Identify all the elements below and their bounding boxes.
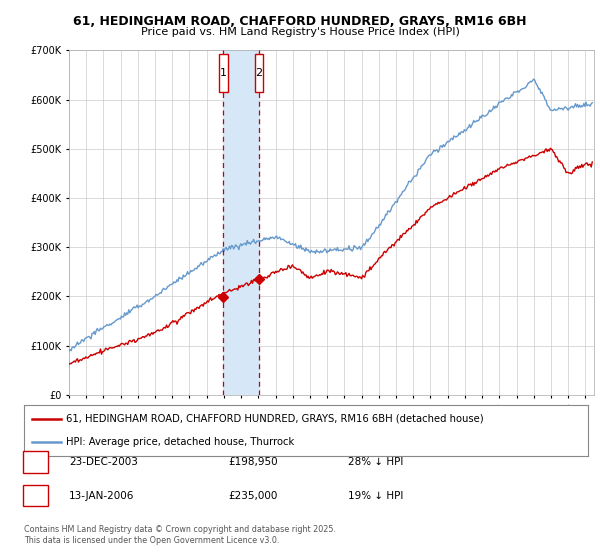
Text: 61, HEDINGHAM ROAD, CHAFFORD HUNDRED, GRAYS, RM16 6BH (detached house): 61, HEDINGHAM ROAD, CHAFFORD HUNDRED, GR… — [66, 414, 484, 424]
Text: 28% ↓ HPI: 28% ↓ HPI — [348, 457, 403, 467]
Text: Price paid vs. HM Land Registry's House Price Index (HPI): Price paid vs. HM Land Registry's House … — [140, 27, 460, 37]
Text: 13-JAN-2006: 13-JAN-2006 — [69, 491, 134, 501]
Text: 19% ↓ HPI: 19% ↓ HPI — [348, 491, 403, 501]
Bar — [223, 50, 259, 395]
Text: 1: 1 — [32, 457, 39, 467]
Text: HPI: Average price, detached house, Thurrock: HPI: Average price, detached house, Thur… — [66, 437, 295, 447]
Text: 2: 2 — [32, 491, 39, 501]
Text: £198,950: £198,950 — [228, 457, 278, 467]
Text: 1: 1 — [220, 68, 227, 78]
FancyBboxPatch shape — [219, 54, 228, 92]
Text: 61, HEDINGHAM ROAD, CHAFFORD HUNDRED, GRAYS, RM16 6BH: 61, HEDINGHAM ROAD, CHAFFORD HUNDRED, GR… — [73, 15, 527, 27]
FancyBboxPatch shape — [255, 54, 263, 92]
Text: 23-DEC-2003: 23-DEC-2003 — [69, 457, 138, 467]
Text: £235,000: £235,000 — [228, 491, 277, 501]
Text: Contains HM Land Registry data © Crown copyright and database right 2025.
This d: Contains HM Land Registry data © Crown c… — [24, 525, 336, 545]
Text: 2: 2 — [256, 68, 263, 78]
